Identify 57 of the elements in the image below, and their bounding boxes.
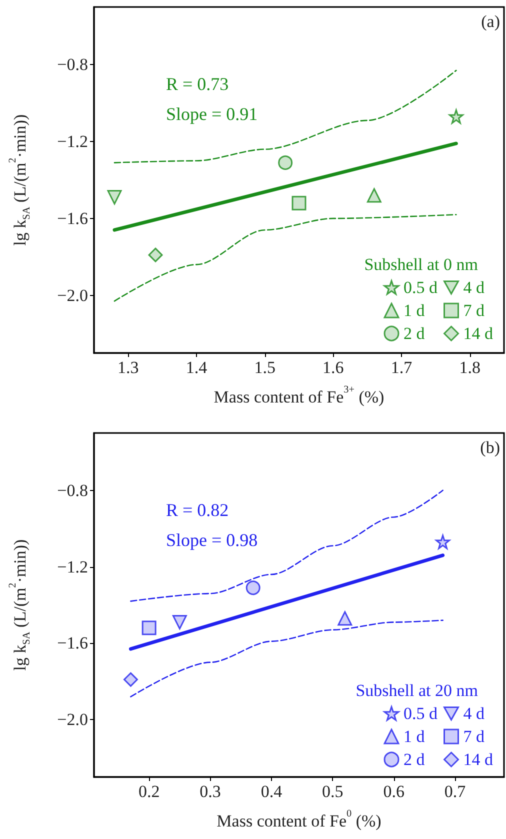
point: [292, 196, 306, 210]
y-axis-title: lg kSA (L/(m2·min)): [8, 114, 32, 246]
legend-title: Subshell at 0 nm: [364, 255, 478, 274]
y-tick-label: −0.8: [57, 55, 88, 74]
annotation: Slope = 0.98: [166, 530, 258, 550]
y-tick-label: −1.2: [57, 557, 88, 576]
x-tick-label: 0.5: [322, 782, 344, 801]
x-tick-label: 1.5: [254, 358, 276, 377]
legend-label: 2 d: [404, 324, 426, 343]
annotation: R = 0.73: [166, 74, 229, 94]
line-series: [114, 214, 457, 302]
legend-label: 14 d: [463, 750, 494, 769]
x-tick-label: 0.7: [444, 782, 466, 801]
legend-title: Subshell at 20 nm: [356, 681, 478, 700]
legend-label: 0.5 d: [404, 278, 438, 297]
legend-label: 1 d: [404, 301, 426, 320]
x-tick-label: 1.4: [186, 358, 208, 377]
legend-label: 4 d: [463, 278, 485, 297]
annotation: R = 0.82: [166, 500, 229, 520]
x-tick-label: 1.8: [459, 358, 480, 377]
line-series: [130, 490, 444, 602]
x-tick-label: 1.7: [390, 358, 413, 377]
x-tick-label: 0.6: [383, 782, 404, 801]
point: [448, 109, 464, 124]
x-tick-label: 1.3: [118, 358, 139, 377]
legend-label: 4 d: [463, 704, 485, 723]
y-tick-label: −2.0: [57, 286, 88, 305]
x-tick-label: 1.6: [322, 358, 344, 377]
y-tick-label: −1.6: [57, 634, 88, 653]
legend-label: 2 d: [404, 750, 426, 769]
annotation: (b): [480, 438, 500, 457]
x-tick-label: 0.2: [138, 782, 160, 801]
point: [366, 188, 382, 203]
legend-label: 1 d: [404, 727, 426, 746]
legend-label: 7 d: [463, 727, 485, 746]
annotation: Slope = 0.91: [166, 104, 258, 124]
y-tick-label: −0.8: [57, 480, 88, 500]
point: [246, 580, 260, 596]
point: [172, 614, 187, 630]
y-axis-title: lg kSA (L/(m2·min)): [8, 539, 32, 671]
point: [338, 611, 352, 626]
point: [123, 672, 138, 687]
point: [278, 155, 293, 170]
point: [107, 190, 122, 205]
x-tick-label: 0.3: [200, 782, 221, 801]
legend-label: 0.5 d: [404, 704, 438, 723]
line-series: [114, 70, 457, 164]
y-tick-label: −2.0: [57, 710, 88, 730]
y-tick-label: −1.6: [57, 208, 88, 228]
legend-label: 14 d: [463, 324, 494, 343]
point: [148, 248, 163, 262]
y-tick-label: −1.2: [57, 132, 88, 152]
point: [436, 534, 450, 550]
annotation: (a): [481, 12, 500, 31]
point: [142, 620, 156, 636]
legend-label: 7 d: [463, 301, 485, 320]
x-tick-label: 0.4: [260, 782, 283, 801]
